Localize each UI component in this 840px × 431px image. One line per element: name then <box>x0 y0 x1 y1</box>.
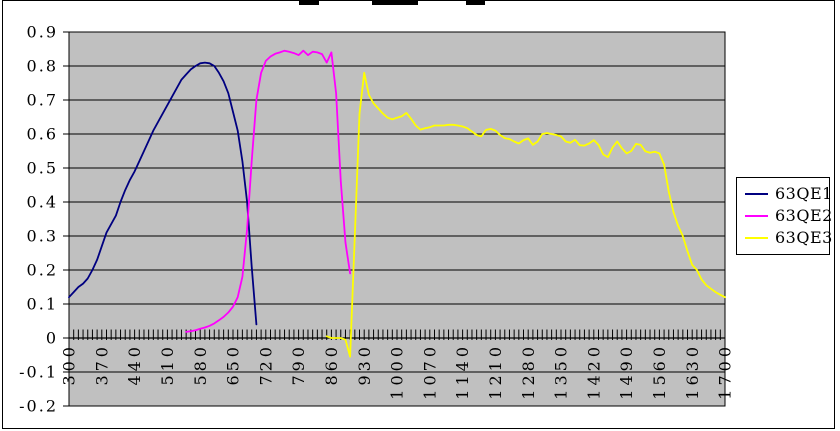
series-line-63QE3 <box>325 71 726 358</box>
x-axis-label: 1070 <box>420 343 439 400</box>
legend-label-1: 63QE1 <box>775 184 833 203</box>
x-axis-label: 1560 <box>650 343 669 400</box>
y-axis-label: 0.3 <box>27 227 58 246</box>
legend-item-63QE2: 63QE2 <box>745 208 832 224</box>
y-axis-label: 0.1 <box>27 295 58 314</box>
y-axis-label: 0.4 <box>27 193 58 212</box>
cropped-title-remnant <box>466 1 485 5</box>
series-line-63QE1 <box>68 61 258 326</box>
x-axis-label: 790 <box>289 343 308 386</box>
x-axis-label: 650 <box>224 343 243 386</box>
x-axis-label: 1420 <box>584 343 603 400</box>
y-axis-label: 0.2 <box>27 261 58 280</box>
legend-item-63QE1: 63QE1 <box>745 186 832 202</box>
x-axis-label: 1000 <box>388 343 407 400</box>
x-axis-label: 510 <box>158 343 177 386</box>
x-axis-label: 580 <box>191 343 210 386</box>
legend-line-sample-2 <box>745 215 768 217</box>
legend-line-sample-1 <box>745 193 768 195</box>
x-axis-label: 370 <box>92 343 111 386</box>
y-axis-label: -0.1 <box>19 363 58 382</box>
x-axis-label: 1700 <box>716 343 735 400</box>
x-axis-label: 1630 <box>683 343 702 400</box>
x-axis-label: 1140 <box>453 343 472 400</box>
legend-line-sample-3 <box>745 237 768 239</box>
plot-area <box>68 31 726 407</box>
x-axis-label: 1210 <box>486 343 505 400</box>
y-axis-label: 0.5 <box>27 159 58 178</box>
x-axis-label: 930 <box>355 343 374 386</box>
legend: 63QE1 63QE2 63QE3 <box>736 177 832 255</box>
series-line-63QE2 <box>185 49 352 333</box>
x-axis-label: 440 <box>125 343 144 386</box>
x-axis-label: 1350 <box>552 343 571 400</box>
x-axis-label: 1280 <box>519 343 538 400</box>
y-axis-label: 0.6 <box>27 125 58 144</box>
y-axis-label: 0.7 <box>27 91 58 110</box>
x-axis-label: 300 <box>60 343 79 386</box>
x-axis-label: 860 <box>322 343 341 386</box>
y-axis-label: 0 <box>46 329 58 348</box>
y-axis-label: 0.9 <box>27 23 58 42</box>
cropped-title-remnant <box>299 1 319 5</box>
legend-item-63QE3: 63QE3 <box>745 230 832 246</box>
y-axis-label: -0.2 <box>19 397 58 416</box>
legend-label-3: 63QE3 <box>775 228 833 247</box>
legend-label-2: 63QE2 <box>775 206 833 225</box>
x-axis-label: 720 <box>256 343 275 386</box>
cropped-title-remnant <box>372 1 418 5</box>
y-axis-label: 0.8 <box>27 57 58 76</box>
x-axis-label: 1490 <box>617 343 636 400</box>
